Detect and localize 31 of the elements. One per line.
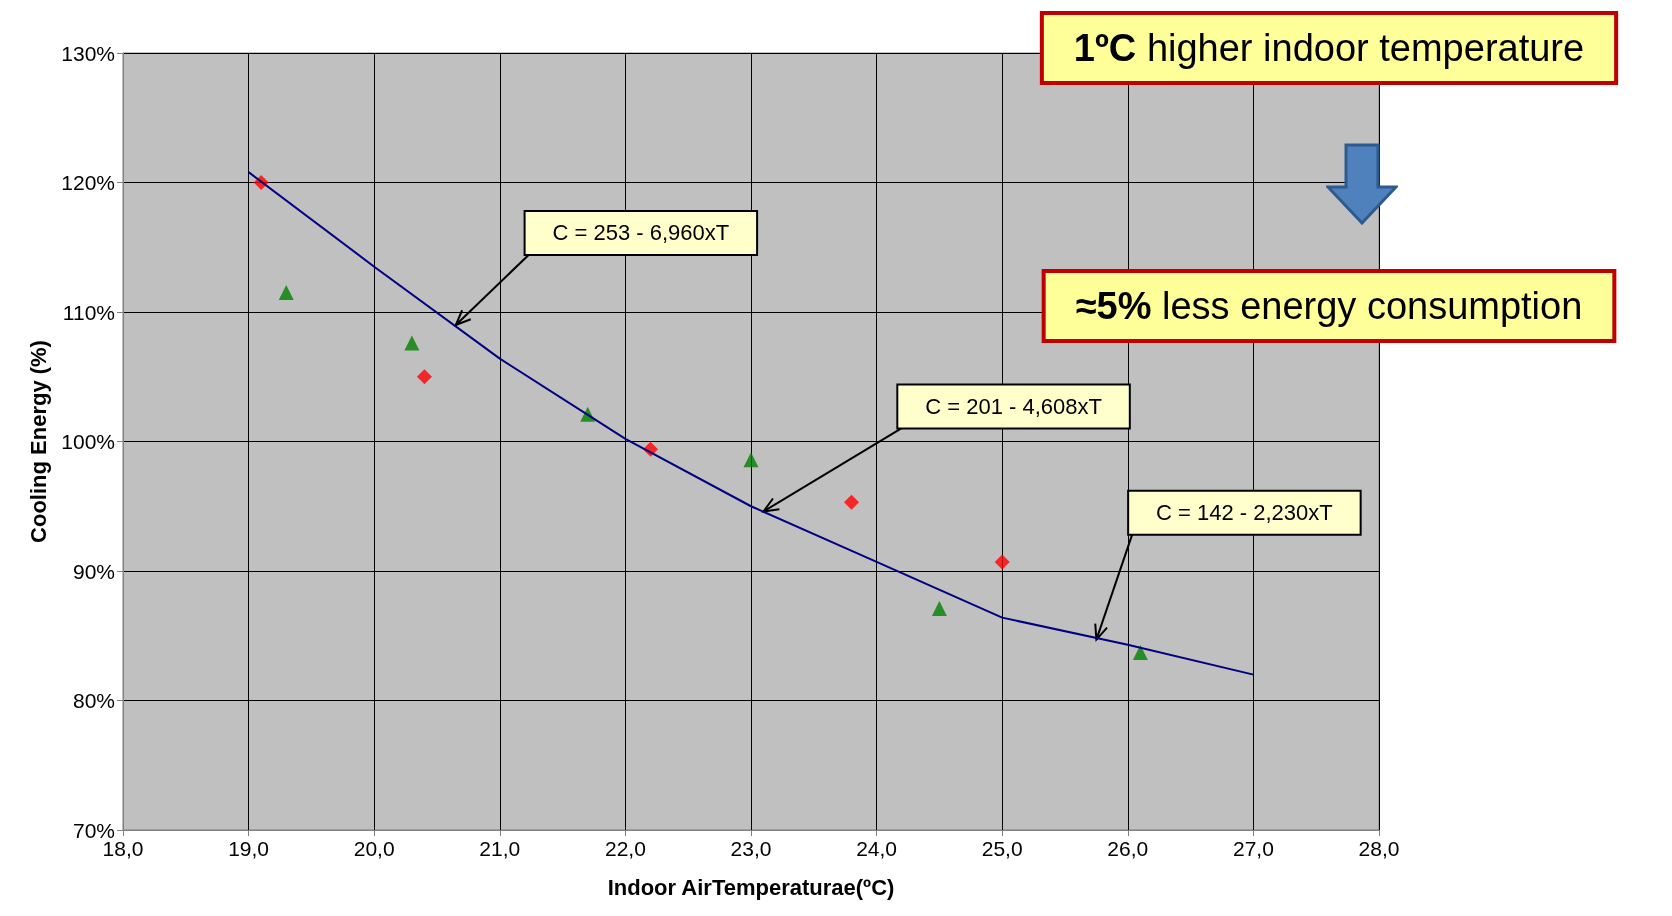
y-tick-label: 120% — [61, 171, 115, 194]
y-tick-label: 130% — [61, 41, 115, 65]
x-tick-label: 25,0 — [981, 837, 1023, 860]
x-axis-title: Indoor AirTemperaturae(ºC) — [607, 874, 895, 900]
y-tick-label: 80% — [72, 689, 115, 712]
y-tick-label: 90% — [72, 559, 115, 583]
point — [843, 494, 859, 510]
annotation: C = 142 - 2,230xT — [1156, 500, 1333, 526]
y-tick-label: 100% — [61, 430, 115, 453]
x-tick-label: 24,0 — [856, 837, 898, 860]
point — [743, 452, 759, 468]
y-axis-title: Cooling Energy (%) — [25, 340, 51, 543]
point — [994, 554, 1010, 570]
x-tick-label: 19,0 — [228, 837, 270, 860]
point — [931, 601, 947, 617]
x-tick-label: 22,0 — [604, 837, 646, 860]
annotation: ≈5% less energy consumption — [1075, 285, 1583, 327]
x-tick-label: 20,0 — [353, 837, 395, 860]
x-tick-label: 23,0 — [730, 837, 772, 860]
annotation: 1ºC higher indoor temperature — [1073, 27, 1585, 69]
point — [404, 335, 420, 351]
y-tick-label: 110% — [62, 300, 115, 324]
x-tick-label: 28,0 — [1358, 837, 1400, 860]
point — [1132, 645, 1148, 661]
annotation: C = 201 - 4,608xT — [925, 393, 1102, 419]
annotation: C = 253 - 6,960xT — [552, 220, 730, 246]
point — [278, 285, 294, 301]
x-tick-label: 21,0 — [479, 837, 521, 860]
x-tick-label: 26,0 — [1107, 837, 1149, 860]
x-tick-label: 27,0 — [1232, 837, 1274, 860]
point — [416, 369, 432, 385]
